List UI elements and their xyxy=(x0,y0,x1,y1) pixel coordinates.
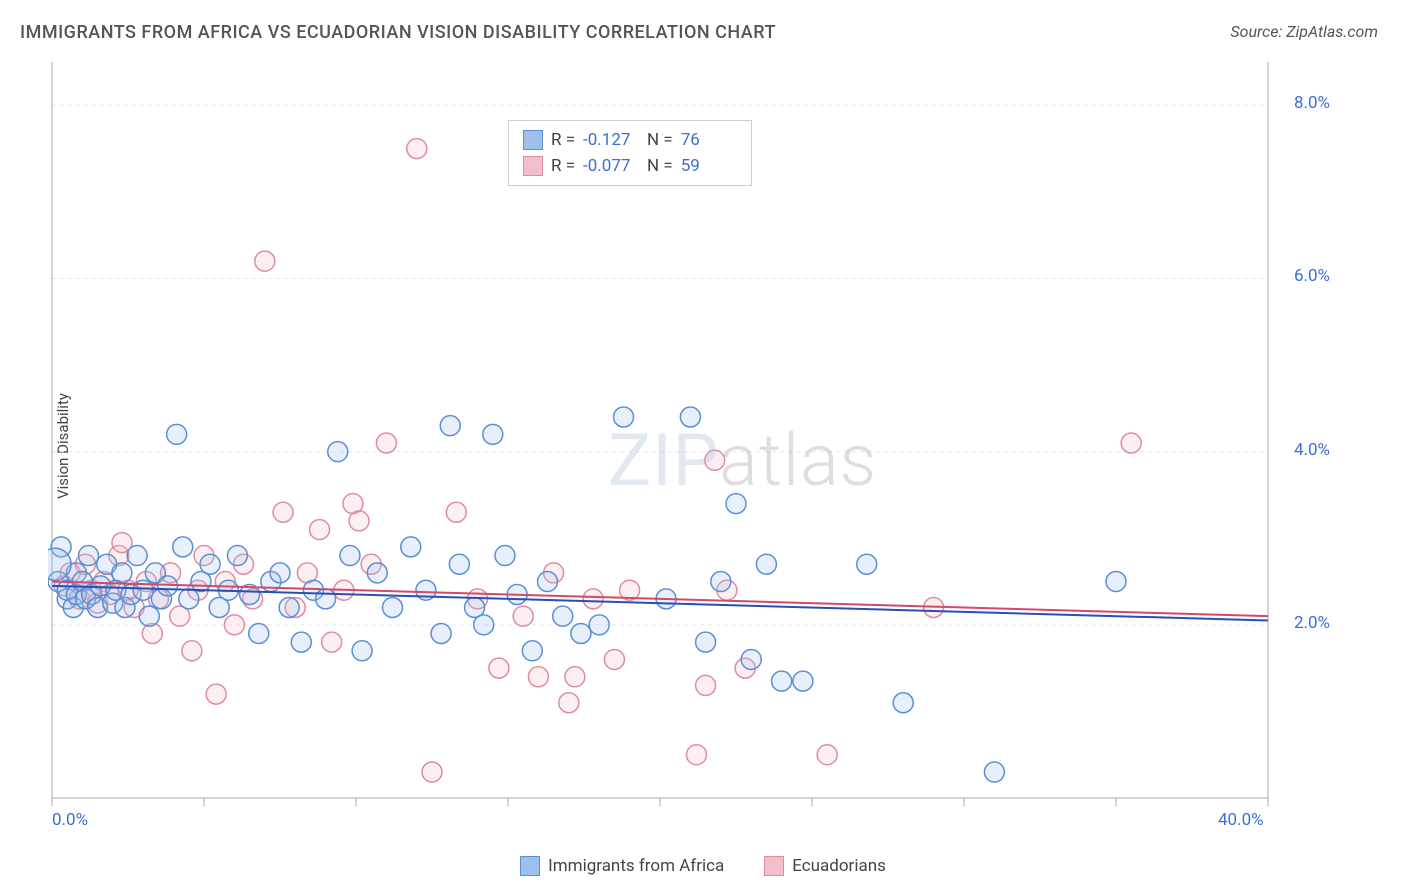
stat-n-ecuadorians: 59 xyxy=(681,156,737,176)
x-tick-label: 40.0% xyxy=(1218,810,1264,830)
y-tick-label: 4.0% xyxy=(1294,440,1330,460)
stat-n-africa: 76 xyxy=(681,130,737,150)
stats-row-ecuadorians: R = -0.077 N = 59 xyxy=(523,153,737,179)
stats-legend-box: R = -0.127 N = 76 R = -0.077 N = 59 xyxy=(508,120,752,186)
stat-r-ecuadorians: -0.077 xyxy=(583,156,639,176)
stats-row-africa: R = -0.127 N = 76 xyxy=(523,127,737,153)
y-tick-label: 8.0% xyxy=(1294,93,1330,113)
legend-item-africa: Immigrants from Africa xyxy=(520,856,724,876)
stat-r-africa: -0.127 xyxy=(583,130,639,150)
y-tick-label: 2.0% xyxy=(1294,613,1330,633)
legend-label-ecuadorians: Ecuadorians xyxy=(792,856,886,876)
scatter-plot: ZIPatlas R = -0.127 N = 76 R = -0.077 N … xyxy=(48,58,1338,828)
bottom-legend: Immigrants from Africa Ecuadorians xyxy=(0,856,1406,876)
chart-title: IMMIGRANTS FROM AFRICA VS ECUADORIAN VIS… xyxy=(20,22,776,43)
swatch-ecuadorians xyxy=(764,856,784,876)
legend-item-ecuadorians: Ecuadorians xyxy=(764,856,886,876)
stat-r-label: R = xyxy=(551,130,575,150)
chart-container: IMMIGRANTS FROM AFRICA VS ECUADORIAN VIS… xyxy=(0,0,1406,892)
swatch-africa xyxy=(523,130,543,150)
stat-n-label: N = xyxy=(647,130,673,150)
swatch-ecuadorians xyxy=(523,156,543,176)
x-tick-label: 0.0% xyxy=(52,810,88,830)
stat-n-label: N = xyxy=(647,156,673,176)
swatch-africa xyxy=(520,856,540,876)
source-attribution: Source: ZipAtlas.com xyxy=(1230,22,1378,41)
y-tick-label: 6.0% xyxy=(1294,266,1330,286)
stat-r-label: R = xyxy=(551,156,575,176)
legend-label-africa: Immigrants from Africa xyxy=(548,856,724,876)
